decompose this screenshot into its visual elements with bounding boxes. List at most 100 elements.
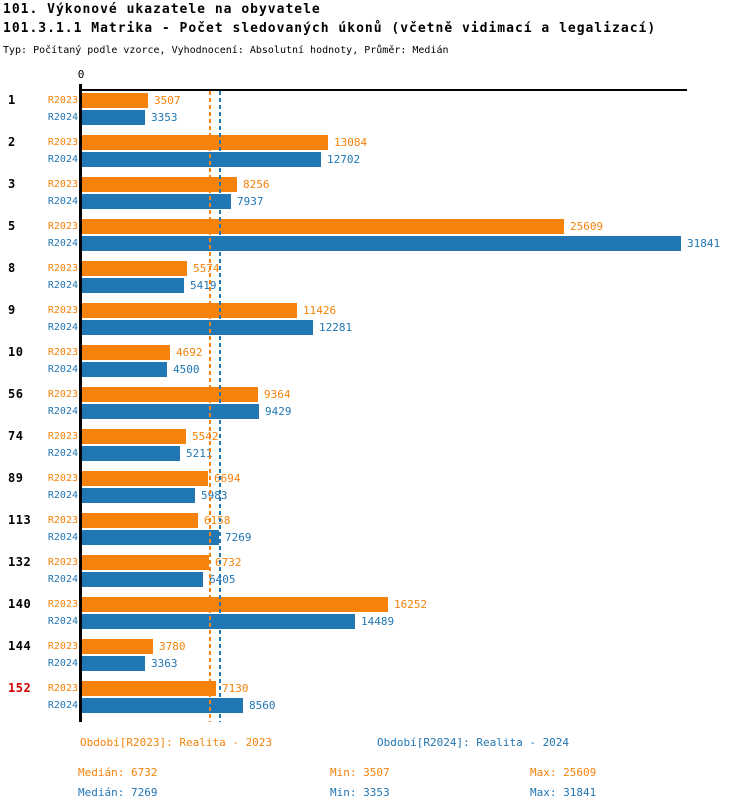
bar-r2024-row-152 <box>82 698 243 713</box>
bar-r2024-row-10 <box>82 362 167 377</box>
bar-r2024-row-132 <box>82 572 203 587</box>
category-label-113: 113 <box>8 513 32 527</box>
series-label-r2023-row-3: R2023 <box>47 179 78 190</box>
value-label-r2023-row-113: 6158 <box>204 514 231 527</box>
bar-r2023-row-3 <box>82 177 237 192</box>
axis-origin-label: 0 <box>77 68 85 81</box>
series-label-r2024-row-5: R2024 <box>47 238 78 249</box>
series-label-r2024-row-10: R2024 <box>47 364 78 375</box>
value-label-r2023-row-74: 5542 <box>192 430 219 443</box>
value-label-r2023-row-3: 8256 <box>243 178 270 191</box>
bar-r2023-row-2 <box>82 135 328 150</box>
value-label-r2023-row-8: 5574 <box>193 262 220 275</box>
chart-title: 101.3.1.1 Matrika - Počet sledovaných úk… <box>3 21 657 36</box>
value-label-r2023-row-10: 4692 <box>176 346 203 359</box>
bar-r2024-row-3 <box>82 194 231 209</box>
series-label-r2023-row-144: R2023 <box>47 641 78 652</box>
bar-r2024-row-9 <box>82 320 313 335</box>
axis-vertical-line <box>79 84 82 722</box>
value-label-r2024-row-74: 5211 <box>186 447 213 460</box>
bar-r2023-row-140 <box>82 597 388 612</box>
value-label-r2024-row-132: 6405 <box>209 573 236 586</box>
bar-r2023-row-5 <box>82 219 564 234</box>
series-label-r2023-row-74: R2023 <box>47 431 78 442</box>
bar-r2024-row-2 <box>82 152 321 167</box>
category-label-9: 9 <box>8 303 16 317</box>
stat-max-r2023: Max: 25609 <box>530 766 597 779</box>
series-label-r2024-row-113: R2024 <box>47 532 78 543</box>
value-label-r2023-row-132: 6732 <box>215 556 242 569</box>
bar-r2023-row-113 <box>82 513 198 528</box>
series-label-r2023-row-140: R2023 <box>47 599 78 610</box>
category-label-5: 5 <box>8 219 16 233</box>
axis-top-line <box>80 89 687 91</box>
category-label-1: 1 <box>8 93 16 107</box>
bar-r2024-row-56 <box>82 404 259 419</box>
value-label-r2024-row-10: 4500 <box>173 363 200 376</box>
value-label-r2023-row-89: 6694 <box>214 472 241 485</box>
series-label-r2023-row-89: R2023 <box>47 473 78 484</box>
value-label-r2024-row-1: 3353 <box>151 111 178 124</box>
category-label-2: 2 <box>8 135 16 149</box>
value-label-r2023-row-1: 3507 <box>154 94 181 107</box>
bar-r2024-row-8 <box>82 278 184 293</box>
legend-r2024: Období[R2024]: Realita - 2024 <box>377 736 570 749</box>
series-label-r2024-row-89: R2024 <box>47 490 78 501</box>
bar-r2024-row-140 <box>82 614 355 629</box>
value-label-r2023-row-144: 3780 <box>159 640 186 653</box>
stat-min-r2023: Min: 3507 <box>330 766 390 779</box>
bar-r2023-row-1 <box>82 93 148 108</box>
category-label-56: 56 <box>8 387 24 401</box>
stat-median-r2023: Medián: 6732 <box>78 766 158 779</box>
bar-r2024-row-144 <box>82 656 145 671</box>
bar-r2023-row-89 <box>82 471 208 486</box>
value-label-r2024-row-56: 9429 <box>265 405 292 418</box>
bar-r2023-row-152 <box>82 681 216 696</box>
value-label-r2023-row-9: 11426 <box>303 304 337 317</box>
series-label-r2023-row-8: R2023 <box>47 263 78 274</box>
bar-r2024-row-1 <box>82 110 145 125</box>
category-label-3: 3 <box>8 177 16 191</box>
bar-r2023-row-10 <box>82 345 170 360</box>
series-label-r2023-row-152: R2023 <box>47 683 78 694</box>
series-label-r2024-row-1: R2024 <box>47 112 78 123</box>
bar-r2023-row-144 <box>82 639 153 654</box>
series-label-r2024-row-144: R2024 <box>47 658 78 669</box>
chart-subtitle: Typ: Počítaný podle vzorce, Vyhodnocení:… <box>3 45 449 56</box>
value-label-r2024-row-89: 5983 <box>201 489 228 502</box>
series-label-r2023-row-113: R2023 <box>47 515 78 526</box>
median-line-r2024 <box>219 91 221 722</box>
category-label-152: 152 <box>8 681 32 695</box>
series-label-r2024-row-152: R2024 <box>47 700 78 711</box>
bar-r2024-row-74 <box>82 446 180 461</box>
stat-min-r2024: Min: 3353 <box>330 786 390 799</box>
value-label-r2023-row-140: 16252 <box>394 598 428 611</box>
category-label-8: 8 <box>8 261 16 275</box>
value-label-r2024-row-3: 7937 <box>237 195 264 208</box>
series-label-r2024-row-140: R2024 <box>47 616 78 627</box>
value-label-r2023-row-56: 9364 <box>264 388 291 401</box>
series-label-r2023-row-10: R2023 <box>47 347 78 358</box>
value-label-r2024-row-8: 5419 <box>190 279 217 292</box>
value-label-r2024-row-113: 7269 <box>225 531 252 544</box>
stat-median-r2024: Medián: 7269 <box>78 786 158 799</box>
series-label-r2023-row-56: R2023 <box>47 389 78 400</box>
series-label-r2023-row-1: R2023 <box>47 95 78 106</box>
median-line-r2023 <box>209 91 211 722</box>
series-label-r2023-row-9: R2023 <box>47 305 78 316</box>
series-label-r2023-row-5: R2023 <box>47 221 78 232</box>
bar-r2023-row-8 <box>82 261 187 276</box>
series-label-r2024-row-3: R2024 <box>47 196 78 207</box>
value-label-r2024-row-144: 3363 <box>151 657 178 670</box>
value-label-r2023-row-152: 7130 <box>222 682 249 695</box>
category-label-132: 132 <box>8 555 32 569</box>
series-label-r2023-row-132: R2023 <box>47 557 78 568</box>
series-label-r2024-row-74: R2024 <box>47 448 78 459</box>
bar-r2023-row-56 <box>82 387 258 402</box>
series-label-r2024-row-8: R2024 <box>47 280 78 291</box>
series-label-r2024-row-132: R2024 <box>47 574 78 585</box>
category-label-89: 89 <box>8 471 24 485</box>
category-label-140: 140 <box>8 597 32 611</box>
value-label-r2023-row-2: 13084 <box>334 136 368 149</box>
